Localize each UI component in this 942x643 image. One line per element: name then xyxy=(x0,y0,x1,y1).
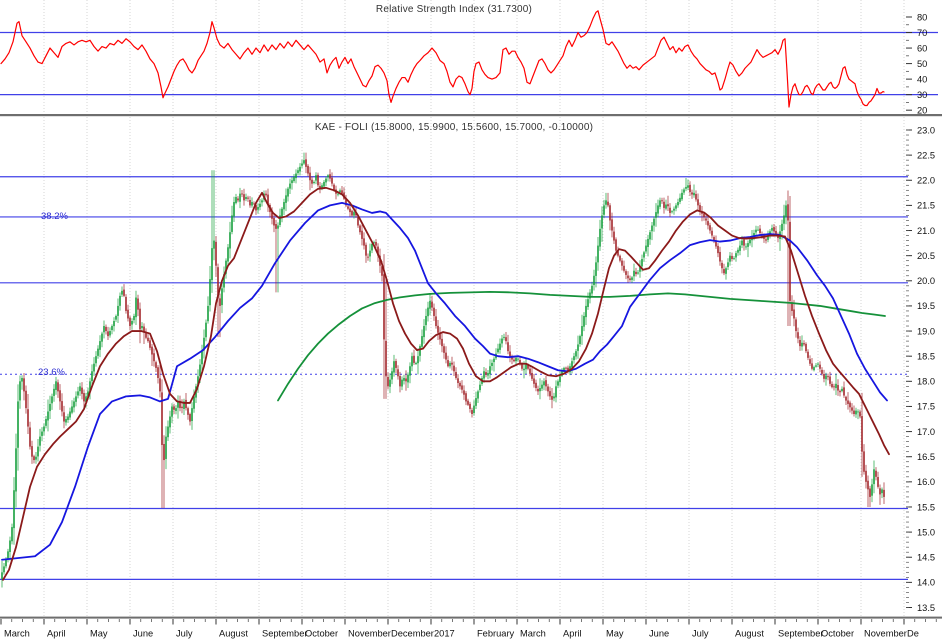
svg-text:May: May xyxy=(606,629,624,639)
price-level-lines xyxy=(0,176,908,580)
rsi-line xyxy=(0,10,885,108)
svg-text:19.0: 19.0 xyxy=(917,326,935,336)
svg-text:May: May xyxy=(90,629,108,639)
svg-text:17.5: 17.5 xyxy=(917,402,935,412)
svg-text:13.5: 13.5 xyxy=(917,603,935,613)
month-gridlines xyxy=(43,0,905,616)
svg-text:September: September xyxy=(262,629,307,639)
rsi-level-lines xyxy=(0,31,938,96)
rsi-right-axis: 80 70 60 50 40 30 20 xyxy=(906,12,927,115)
svg-text:July: July xyxy=(692,629,709,639)
svg-text:23.0: 23.0 xyxy=(917,125,935,135)
candles xyxy=(1,152,885,588)
svg-text:50: 50 xyxy=(917,59,927,69)
svg-text:15.0: 15.0 xyxy=(917,527,935,537)
moving-averages xyxy=(1,186,890,581)
svg-text:30: 30 xyxy=(917,90,927,100)
svg-text:July: July xyxy=(176,629,193,639)
svg-text:22.5: 22.5 xyxy=(917,150,935,160)
svg-text:80: 80 xyxy=(917,12,927,22)
svg-text:16.5: 16.5 xyxy=(917,452,935,462)
svg-text:20: 20 xyxy=(917,105,927,115)
x-axis: March April May June July August SeptemberOcto… xyxy=(0,619,937,639)
svg-text:November: November xyxy=(348,629,391,639)
svg-text:20.0: 20.0 xyxy=(917,276,935,286)
svg-text:October: October xyxy=(305,629,338,639)
svg-text:March: March xyxy=(520,629,546,639)
svg-text:De: De xyxy=(907,629,919,639)
svg-text:21.5: 21.5 xyxy=(917,201,935,211)
svg-text:August: August xyxy=(735,629,764,639)
svg-text:40: 40 xyxy=(917,74,927,84)
svg-text:20.5: 20.5 xyxy=(917,251,935,261)
svg-text:December: December xyxy=(391,629,434,639)
price-right-axis: 23.0 22.5 22.0 21.5 21.0 20.5 20.0 19.5 19.0 18.5… xyxy=(906,125,935,613)
svg-text:70: 70 xyxy=(917,28,927,38)
svg-text:April: April xyxy=(47,629,66,639)
svg-text:60: 60 xyxy=(917,43,927,53)
svg-text:March: March xyxy=(4,629,30,639)
svg-text:February: February xyxy=(477,629,515,639)
svg-text:19.5: 19.5 xyxy=(917,301,935,311)
svg-text:November: November xyxy=(864,629,907,639)
panel-separators xyxy=(0,114,942,619)
svg-text:16.0: 16.0 xyxy=(917,477,935,487)
svg-text:21.0: 21.0 xyxy=(917,226,935,236)
svg-text:15.5: 15.5 xyxy=(917,502,935,512)
svg-text:September: September xyxy=(778,629,823,639)
svg-text:14.0: 14.0 xyxy=(917,578,935,588)
svg-text:22.0: 22.0 xyxy=(917,176,935,186)
svg-text:2017: 2017 xyxy=(434,629,455,639)
svg-text:17.0: 17.0 xyxy=(917,427,935,437)
svg-text:18.5: 18.5 xyxy=(917,351,935,361)
svg-text:June: June xyxy=(133,629,153,639)
svg-text:14.5: 14.5 xyxy=(917,553,935,563)
svg-text:August: August xyxy=(219,629,248,639)
svg-text:June: June xyxy=(649,629,669,639)
svg-text:April: April xyxy=(563,629,582,639)
svg-text:October: October xyxy=(821,629,854,639)
svg-text:18.0: 18.0 xyxy=(917,377,935,387)
